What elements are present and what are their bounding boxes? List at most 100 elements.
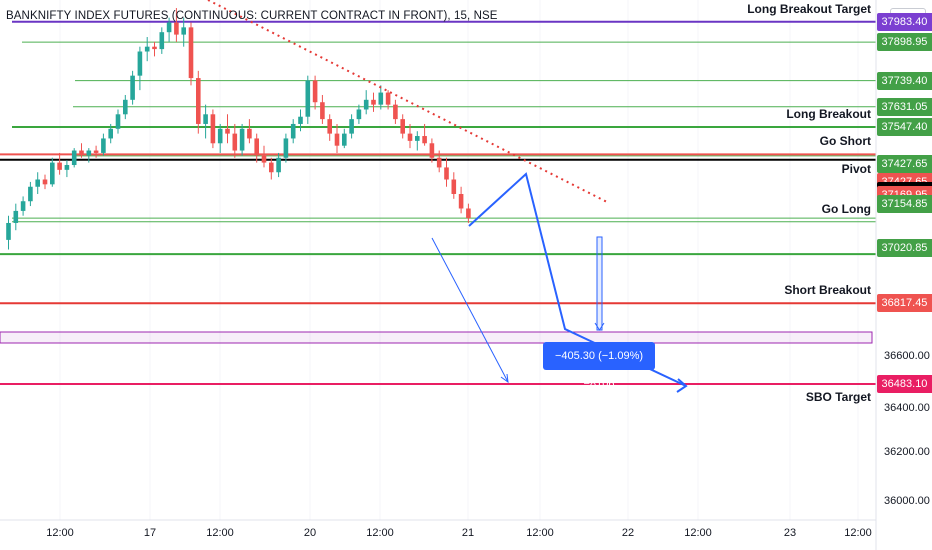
candle-body [320, 102, 325, 120]
candle-body [35, 179, 40, 187]
candle-body [123, 99, 128, 115]
time-axis-tick: 22 [621, 527, 635, 539]
level-label: SBO Target [805, 390, 871, 405]
candle-body [86, 150, 92, 156]
diagonal-arrow [431, 237, 509, 383]
candle-body [429, 143, 435, 158]
price-badge: 37983.40 [877, 12, 932, 31]
measure-label[interactable]: −405.30 (−1.09%) −8106 [543, 342, 655, 390]
time-axis-tick: 12:00 [684, 527, 712, 539]
price-badge: 37547.40 [877, 118, 932, 136]
candle-body [378, 92, 384, 105]
candle-body [166, 22, 172, 33]
candle-body [356, 109, 362, 120]
candle-body [174, 22, 179, 35]
time-axis-tick: 12:00 [526, 527, 554, 539]
candle-body [225, 128, 230, 134]
projection-arrowhead [676, 378, 688, 393]
candle-body [239, 128, 245, 151]
chart-title: BANKNIFTY INDEX FUTURES (CONTINUOUS: CUR… [6, 10, 498, 22]
time-axis-tick: 12:00 [206, 527, 234, 539]
candle-body [232, 133, 238, 151]
level-lines [0, 20, 876, 386]
candle-body [93, 150, 99, 153]
candle-body [108, 128, 113, 139]
price-badge: 37154.85 [877, 194, 932, 213]
candle-body [276, 157, 281, 173]
candle-body [393, 104, 398, 120]
candle-body [144, 46, 150, 52]
level-label: Go Long [821, 201, 871, 216]
candle-body [130, 75, 135, 100]
candle-body [261, 155, 267, 163]
price-badge: 37631.05 [877, 97, 932, 116]
candle-body [466, 208, 471, 219]
price-badge: 37020.85 [877, 239, 932, 258]
candle-body [327, 119, 332, 134]
level-label: Go Short [819, 133, 871, 148]
candle-body [269, 162, 274, 173]
candle-body [28, 186, 33, 202]
candle-body [57, 162, 62, 170]
level-label: Long Breakout [786, 107, 871, 121]
time-axis-tick: 21 [461, 527, 475, 539]
candle-body [407, 133, 413, 141]
price-badge: 36817.45 [877, 294, 932, 313]
candle-body [342, 133, 347, 146]
price-badge: 37898.95 [877, 33, 932, 52]
candle-body [363, 99, 369, 110]
candle-body [115, 114, 121, 129]
candle-body [305, 80, 311, 117]
candle-body [400, 119, 405, 134]
candle-body [152, 46, 157, 50]
price-badge: 36483.10 [877, 375, 932, 394]
candle-body [181, 27, 186, 35]
candle-body [422, 136, 427, 144]
candle-body [254, 138, 259, 156]
candle-body [159, 32, 165, 50]
candle-body [71, 150, 77, 166]
candle-body [415, 136, 420, 141]
candle-body [298, 116, 303, 124]
candle-body [210, 114, 216, 144]
time-axis-tick: 17 [143, 527, 157, 539]
price-axis-tick: 36200.00 [884, 446, 930, 459]
trendline [207, 0, 608, 203]
price-badge: 37739.40 [877, 71, 932, 90]
candle-body [50, 162, 55, 185]
time-axis-tick: 20 [303, 527, 317, 539]
time-axis-tick: 12:00 [844, 527, 872, 539]
level-label: Pivot [841, 162, 871, 177]
candle-body [334, 133, 340, 146]
candle-body [13, 210, 19, 223]
candle-body [385, 92, 391, 105]
time-axis-tick: 23 [783, 527, 797, 539]
candle-body [20, 201, 26, 211]
level-label: Long Breakout Target [747, 1, 871, 16]
candle-body [64, 165, 70, 170]
candle-body [290, 123, 296, 139]
measure-range [596, 236, 603, 331]
candle-body [371, 99, 376, 105]
candle-body [451, 179, 457, 194]
diagonal-arrowhead [500, 373, 509, 384]
price-axis-tick: 36400.00 [884, 402, 930, 415]
price-axis-tick: 36600.00 [884, 349, 930, 362]
grid [59, 0, 859, 520]
price-badge: 37427.65 [877, 154, 932, 173]
candle-body [188, 27, 194, 79]
candle-body [349, 119, 354, 134]
candle-body [42, 179, 48, 185]
price-axis-tick: 36000.00 [884, 494, 930, 507]
candle-body [203, 114, 208, 124]
target-zone [0, 331, 873, 344]
candle-body [79, 150, 84, 156]
level-label: Short Breakout [784, 283, 871, 298]
candle-body [458, 193, 464, 209]
candle-body [217, 128, 223, 144]
candle-body [247, 128, 252, 139]
candle-body [101, 138, 106, 153]
candles [6, 8, 471, 250]
